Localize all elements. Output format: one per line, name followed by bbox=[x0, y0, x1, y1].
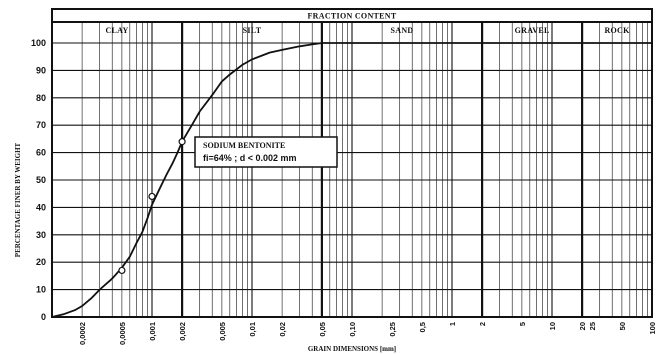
x-tick-label: 0,005 bbox=[218, 322, 227, 341]
text-layer: FRACTION CONTENT CLAY SILT SAND GRAVEL ROCK 0 1… bbox=[14, 12, 657, 354]
y-tick-label: 80 bbox=[36, 93, 46, 103]
x-tick-label: 0,05 bbox=[318, 322, 327, 337]
y-axis-label: PERCENTAGE FINER BY WEIGHT bbox=[14, 142, 22, 257]
chart-frame bbox=[51, 8, 653, 318]
y-tick-label: 60 bbox=[36, 148, 46, 158]
grid-layer bbox=[52, 22, 652, 318]
annotation-box bbox=[194, 136, 338, 168]
fraction-label-clay: CLAY bbox=[105, 26, 128, 35]
fraction-label-silt: SILT bbox=[243, 26, 262, 35]
x-tick-label: 0,01 bbox=[248, 322, 257, 337]
y-tick-label: 10 bbox=[36, 285, 46, 295]
x-tick-label: 0,02 bbox=[278, 322, 287, 337]
x-tick-label: 0,25 bbox=[388, 322, 397, 337]
frame-layer bbox=[51, 8, 653, 318]
x-tick-label: 20 bbox=[578, 322, 587, 330]
chart-title: FRACTION CONTENT bbox=[307, 12, 396, 21]
gradation-curve bbox=[51, 42, 652, 318]
x-axis-label: GRAIN DIMENSIONS [mm] bbox=[308, 345, 396, 353]
x-tick-label: 0,5 bbox=[418, 322, 427, 332]
x-tick-label: 0,10 bbox=[348, 322, 357, 337]
x-tick-label: 2 bbox=[478, 322, 487, 326]
x-tick-label: 0,001 bbox=[148, 322, 157, 341]
data-point-marker bbox=[148, 192, 156, 201]
x-tick-label: 0,0005 bbox=[118, 322, 127, 345]
x-tick-label: 5 bbox=[518, 322, 527, 326]
fraction-label-gravel: GRAVEL bbox=[515, 26, 550, 35]
y-tick-label: 40 bbox=[36, 202, 46, 212]
annotation-layer: SODIUM BENTONITE fi=64% ; d < 0.002 mm bbox=[194, 136, 338, 168]
y-tick-label: 100 bbox=[31, 38, 46, 48]
y-tick-label: 50 bbox=[36, 175, 46, 185]
data-point-marker bbox=[178, 138, 186, 146]
y-tick-label: 70 bbox=[36, 120, 46, 130]
y-tick-label: 20 bbox=[36, 257, 46, 267]
annotation-line-1: SODIUM BENTONITE bbox=[203, 141, 285, 150]
x-tick-label: 0,002 bbox=[178, 322, 187, 341]
data-point-marker bbox=[118, 266, 126, 275]
x-tick-label: 10 bbox=[548, 322, 557, 330]
x-tick-label: 1 bbox=[448, 322, 457, 326]
fraction-label-sand: SAND bbox=[391, 26, 414, 35]
y-tick-label: 90 bbox=[36, 65, 46, 75]
y-tick-label: 30 bbox=[36, 230, 46, 240]
x-tick-label: 100 bbox=[648, 322, 657, 335]
y-tick-label: 0 bbox=[41, 312, 46, 322]
x-tick-label: 25 bbox=[588, 322, 597, 330]
fraction-label-rock: ROCK bbox=[604, 26, 630, 35]
x-tick-label: 50 bbox=[618, 322, 627, 330]
annotation-line-2: fi=64% ; d < 0.002 mm bbox=[203, 153, 297, 163]
curve-layer bbox=[51, 42, 652, 318]
x-tick-label: 0,0002 bbox=[78, 322, 87, 345]
